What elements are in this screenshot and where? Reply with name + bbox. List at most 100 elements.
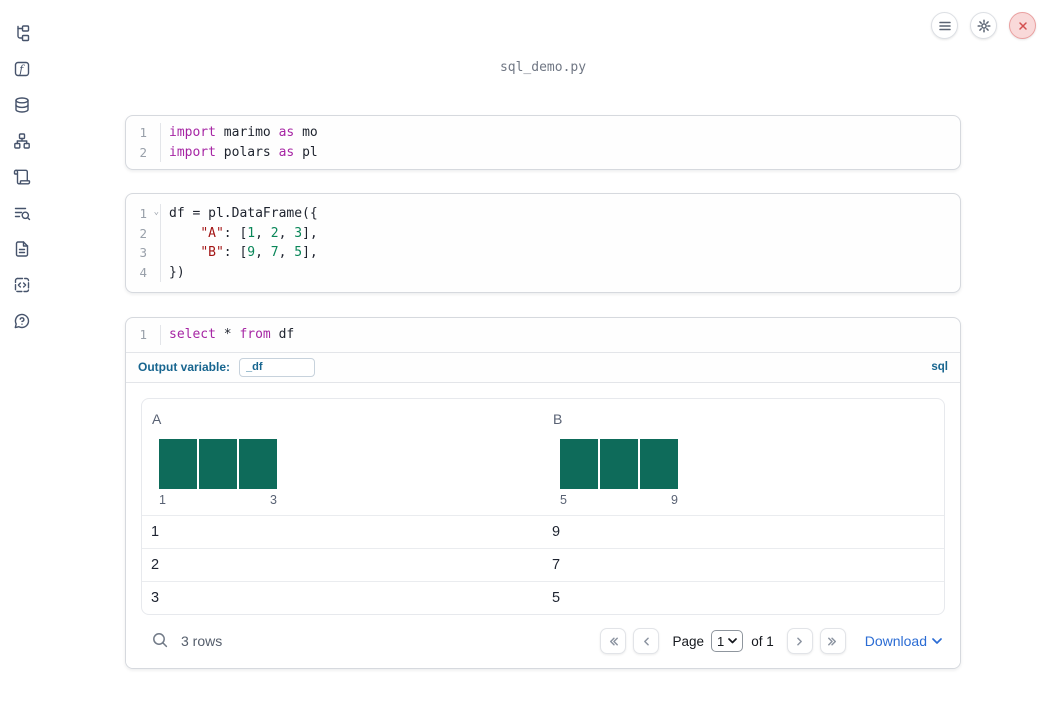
histogram-min-label: 1: [159, 492, 166, 507]
page-total-label: of 1: [751, 633, 774, 649]
sql-cell[interactable]: 1 select * from df Output variable: sql …: [125, 317, 961, 669]
histogram-bar: [600, 438, 638, 489]
code-editor[interactable]: import marimo as mo import polars as pl: [161, 123, 318, 162]
histogram-max-label: 3: [270, 492, 277, 507]
next-page-button[interactable]: [786, 628, 813, 654]
table-cell: 5: [552, 589, 561, 606]
line-number: 3: [139, 245, 147, 260]
chevron-right-icon: [797, 637, 803, 645]
document-icon: [15, 241, 29, 257]
table-cell: 9: [552, 523, 561, 540]
histogram-a: [159, 438, 277, 489]
download-button[interactable]: Download: [865, 633, 942, 649]
code-line[interactable]: "B": [9, 7, 5],: [200, 245, 318, 260]
histogram-bar: [199, 438, 237, 489]
shutdown-button[interactable]: [1009, 12, 1036, 39]
table-cell: 7: [552, 556, 561, 573]
line-number-gutter: 1 ⌄ 2 3 4: [126, 204, 161, 282]
line-number-gutter: 1: [126, 325, 161, 345]
code-line[interactable]: import marimo as mo: [169, 125, 318, 140]
histogram-bar: [239, 438, 277, 489]
histogram-axis-labels: 1 3: [159, 493, 277, 507]
line-number: 2: [139, 225, 147, 241]
chevrons-left-icon: [609, 637, 618, 645]
row-count: 3 rows: [181, 633, 223, 649]
table-header-row: A 1 3 B 5 9: [142, 399, 944, 515]
close-icon: [1018, 21, 1027, 30]
code-line[interactable]: df = pl.DataFrame({: [169, 206, 318, 221]
code-line[interactable]: }): [169, 264, 185, 280]
gear-icon: [976, 18, 991, 33]
language-badge: sql: [931, 361, 948, 373]
database-icon: [15, 97, 29, 113]
histogram-min-label: 5: [560, 492, 567, 507]
last-page-button[interactable]: [819, 628, 846, 654]
code-editor[interactable]: select * from df: [161, 325, 294, 345]
sidebar-item-functions[interactable]: f: [13, 60, 31, 78]
chevron-down-icon: [932, 637, 942, 644]
column-header-b[interactable]: B 5 9: [543, 399, 944, 515]
column-header-a[interactable]: A 1 3: [142, 399, 543, 515]
sidebar-item-help[interactable]: [13, 312, 31, 330]
search-icon: [153, 633, 168, 648]
column-name: B: [553, 410, 563, 427]
graph-icon: [14, 133, 30, 149]
chevron-left-icon: [644, 637, 649, 645]
column-name: A: [152, 410, 162, 427]
prev-page-button[interactable]: [633, 628, 660, 654]
fold-chevron-icon[interactable]: ⌄: [153, 207, 159, 217]
line-number: 1: [139, 327, 147, 342]
settings-button[interactable]: [970, 12, 997, 39]
search-button[interactable]: [150, 631, 170, 651]
sidebar: f: [0, 0, 44, 713]
page-select[interactable]: 1: [710, 630, 744, 652]
histogram-axis-labels: 5 9: [560, 493, 678, 507]
help-bubble-icon: [14, 313, 30, 329]
sql-options-row: Output variable: sql: [126, 351, 960, 382]
code-line[interactable]: select * from df: [169, 327, 295, 342]
svg-text:f: f: [18, 63, 25, 76]
sidebar-item-snippets[interactable]: [13, 276, 31, 294]
output-variable-label: Output variable:: [138, 360, 231, 374]
list-search-icon: [14, 207, 31, 221]
code-line[interactable]: import polars as pl: [169, 144, 318, 160]
scroll-icon: [13, 169, 31, 185]
histogram-max-label: 9: [671, 492, 678, 507]
menu-button[interactable]: [931, 12, 958, 39]
code-editor[interactable]: df = pl.DataFrame({ "A": [1, 2, 3], "B":…: [161, 204, 318, 282]
first-page-button[interactable]: [600, 628, 627, 654]
sidebar-item-scratchpad[interactable]: [13, 168, 31, 186]
notebook-filename[interactable]: sql_demo.py: [499, 60, 587, 75]
line-number: 1: [139, 125, 147, 140]
table-cell: 1: [151, 523, 160, 540]
pagination: Page 1 of 1: [593, 628, 942, 654]
page-label: Page: [672, 633, 704, 649]
code-cell-dataframe[interactable]: 1 ⌄ 2 3 4 df = pl.DataFrame({ "A": [1, 2, 3]…: [125, 193, 961, 293]
sidebar-item-file-explorer[interactable]: [13, 24, 31, 42]
output-variable-input[interactable]: [239, 357, 316, 377]
table-cell: 3: [151, 589, 160, 606]
line-number: 1 ⌄: [126, 204, 160, 224]
code-snippet-icon: [14, 277, 30, 293]
sidebar-item-datasources[interactable]: [13, 96, 31, 114]
dataframe-table: A 1 3 B 5 9: [141, 397, 945, 615]
sidebar-item-documentation[interactable]: [13, 240, 31, 258]
line-number: 4: [139, 264, 147, 280]
histogram-bar: [560, 438, 598, 489]
chevron-down-icon: [728, 638, 738, 644]
chevrons-right-icon: [828, 637, 837, 645]
histogram-bar: [159, 438, 197, 489]
function-icon: f: [14, 61, 30, 77]
table-cell: 2: [151, 556, 160, 573]
file-tree-icon: [17, 25, 30, 42]
code-line[interactable]: "A": [1, 2, 3],: [200, 225, 318, 241]
cell-output: A 1 3 B 5 9: [126, 381, 960, 668]
sidebar-item-dependency-graph[interactable]: [13, 132, 31, 150]
sidebar-item-logs[interactable]: [13, 204, 31, 222]
